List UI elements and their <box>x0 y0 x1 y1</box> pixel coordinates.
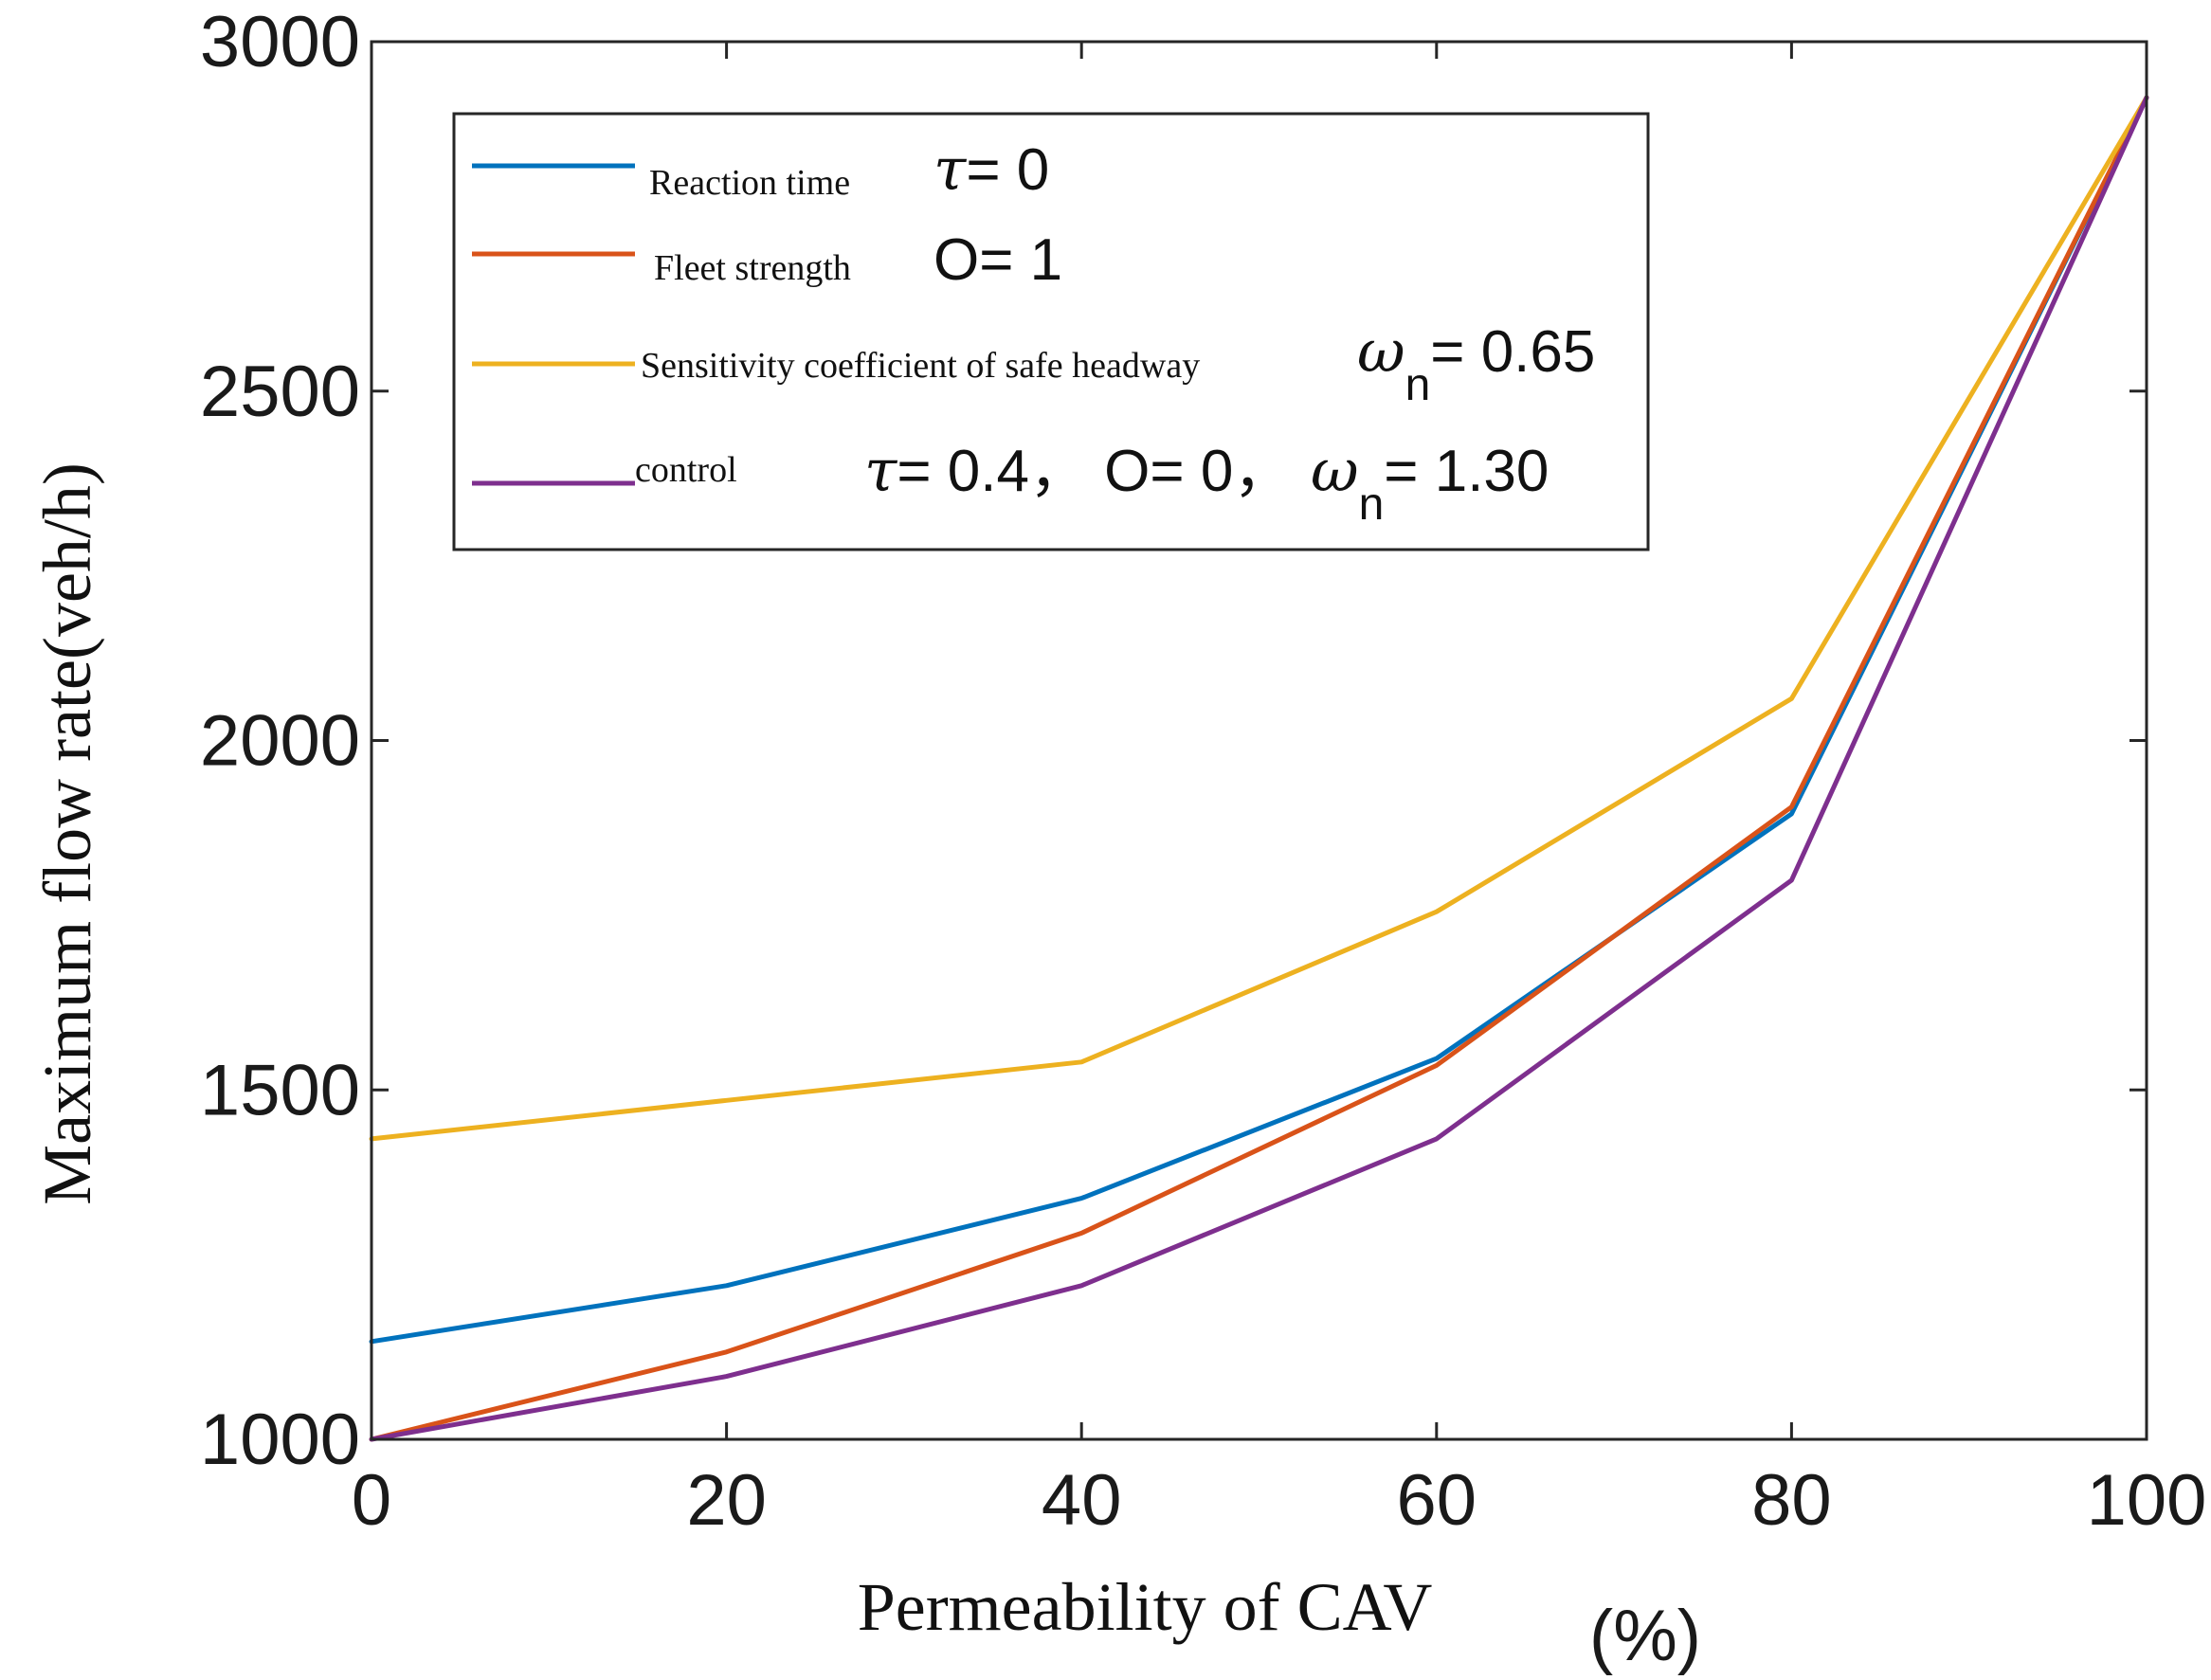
legend-item-1: Fleet strength O= 1 <box>472 227 1062 293</box>
legend-item-0: Reaction time τ= 0 <box>472 135 1049 204</box>
y-tick-label: 1500 <box>200 1050 360 1130</box>
legend-parameter: ωn= 0.65 <box>1357 316 1595 410</box>
x-axis-unit: (%) <box>1589 1596 1701 1676</box>
plot-area-frame <box>370 40 2148 1441</box>
series-line-3 <box>369 95 2149 1442</box>
legend-parameter: O= 1 <box>933 227 1062 293</box>
x-tick-label: 60 <box>1397 1460 1477 1541</box>
legend-label: Sensitivity coefficient of safe headway <box>641 346 1200 386</box>
y-tick-labels: 1000 1500 2000 2500 3000 <box>200 2 360 1480</box>
series-line-1 <box>369 95 2149 1442</box>
legend-parameter: τ= 0.4， O= 0， ωn= 1.30 <box>864 436 1549 530</box>
x-tick-label: 0 <box>352 1460 391 1541</box>
y-tick-label: 3000 <box>200 2 360 82</box>
legend-label: Fleet strength <box>654 248 851 288</box>
y-tick-label: 2500 <box>200 352 360 432</box>
y-tick-label: 1000 <box>200 1400 360 1480</box>
legend-box <box>452 112 1650 551</box>
x-axis-label: Permeability of CAV <box>858 1569 1433 1645</box>
y-tick-label: 2000 <box>200 701 360 782</box>
x-tick-label: 100 <box>2087 1460 2207 1541</box>
legend-label: control <box>635 450 737 490</box>
x-tick-label: 40 <box>1042 1460 1122 1541</box>
x-tick-label: 20 <box>686 1460 767 1541</box>
legend-label: Reaction time <box>649 163 850 203</box>
x-tick-label: 80 <box>1751 1460 1832 1541</box>
legend-item-2: Sensitivity coefficient of safe headway ω… <box>472 316 1595 410</box>
legend-items: Reaction time τ= 0 Fleet strength O= 1 Sensi… <box>472 135 1595 530</box>
legend-parameter: τ= 0 <box>933 135 1049 204</box>
y-axis-label: Maximum flow rate(veh/h) <box>29 462 105 1205</box>
x-tick-labels: 0 20 40 60 80 100 <box>352 1460 2207 1541</box>
legend: Reaction time τ= 0 Fleet strength O= 1 Sensi… <box>452 112 1650 551</box>
legend-item-3: control τ= 0.4， O= 0， ωn= 1.30 <box>472 436 1549 530</box>
series-line-0 <box>369 95 2149 1345</box>
series-lines <box>369 95 2149 1442</box>
series-line-2 <box>369 95 2149 1142</box>
